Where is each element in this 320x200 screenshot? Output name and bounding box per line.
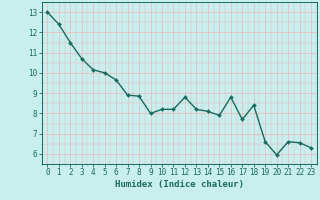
X-axis label: Humidex (Indice chaleur): Humidex (Indice chaleur) [115, 180, 244, 189]
